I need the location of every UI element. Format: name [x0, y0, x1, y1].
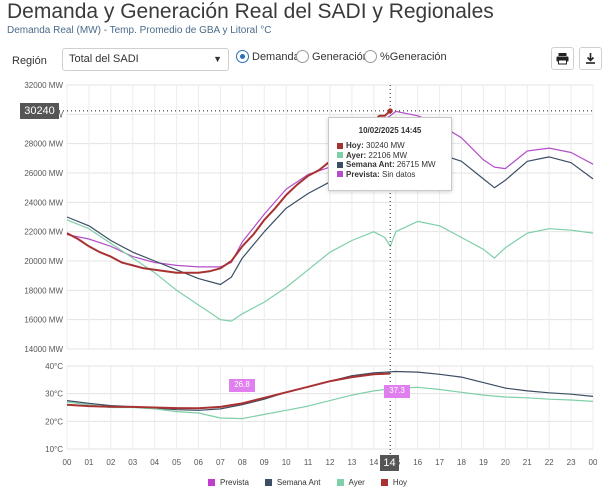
- demand-y-tick-label: 22000 MW: [24, 228, 63, 237]
- download-button[interactable]: [579, 47, 602, 70]
- tooltip-row-ayer: Ayer: 22106 MW: [337, 151, 443, 161]
- legend-item-prevista[interactable]: Prevista: [208, 478, 249, 487]
- radio-generacion-circle[interactable]: [296, 50, 309, 63]
- demand-y-tick-label: 16000 MW: [24, 316, 63, 325]
- region-label: Región: [12, 55, 47, 67]
- x-tick-label: 13: [347, 458, 356, 467]
- x-tick-label: 19: [479, 458, 488, 467]
- tooltip-value-semana-ant: 26715 MW: [396, 160, 436, 170]
- demand-y-tick-label: 20000 MW: [24, 257, 63, 266]
- print-icon: [556, 53, 569, 65]
- temp-flag-hoy: 37.3: [384, 385, 410, 398]
- x-tick-label: 21: [523, 458, 532, 467]
- tooltip-swatch-hoy: [337, 142, 343, 149]
- x-tick-label: 20: [501, 458, 510, 467]
- legend-label-prevista: Prevista: [220, 478, 249, 487]
- tooltip-title: 10/02/2025 14:45: [358, 126, 422, 135]
- legend-label-semana-ant: Semana Ant: [276, 478, 321, 487]
- x-tick-label: 03: [128, 458, 137, 467]
- radio-demanda-label: Demanda: [252, 50, 300, 63]
- demand-y-tick-label: 14000 MW: [24, 345, 63, 354]
- print-button[interactable]: [551, 47, 574, 70]
- legend-label-hoy: Hoy: [392, 478, 408, 487]
- temp-y-tick-label: 40°C: [45, 362, 63, 371]
- legend-swatch-prevista: [208, 479, 215, 486]
- region-select[interactable]: Total del SADI ▼: [62, 48, 229, 71]
- radio-generacion-label: Generación: [312, 50, 369, 63]
- tooltip-swatch-prevista: [337, 171, 343, 178]
- page-subtitle: Demanda Real (MW) - Temp. Promedio de GB…: [7, 25, 272, 36]
- tooltip-value-prevista: Sin datos: [382, 169, 416, 179]
- temp-flag-prevista: 26.8: [229, 379, 255, 392]
- legend-item-hoy[interactable]: Hoy: [380, 478, 408, 487]
- temp-y-tick-label: 30°C: [45, 390, 63, 399]
- tooltip-label-hoy: Hoy:: [346, 141, 364, 151]
- temp-y-tick-label: 20°C: [45, 417, 63, 426]
- x-tick-label: 04: [150, 458, 159, 467]
- chevron-down-icon: ▼: [213, 54, 222, 64]
- x-tick-label: 23: [567, 458, 576, 467]
- temp-series-ayer: [66, 386, 594, 420]
- tooltip-value-ayer: 22106 MW: [368, 150, 408, 160]
- x-tick-label: 00: [63, 458, 72, 467]
- legend-swatch-semana-ant: [264, 479, 272, 486]
- x-tick-label: 08: [238, 458, 247, 467]
- temp-series-hoy: [66, 372, 391, 410]
- legend-item-ayer[interactable]: Ayer: [336, 478, 365, 487]
- demand-y-tick-label: 28000 MW: [24, 140, 63, 149]
- radio-porcentaje-generacion[interactable]: %Generación: [364, 50, 447, 63]
- download-icon: [586, 53, 595, 64]
- legend-swatch-hoy: [380, 479, 388, 486]
- chart-tooltip: 10/02/2025 14:45 Hoy: 30240 MW Ayer: 221…: [328, 117, 452, 191]
- crosshair-point: [387, 108, 393, 114]
- x-tick-label: 01: [84, 458, 93, 467]
- tooltip-label-ayer: Ayer:: [346, 150, 367, 160]
- page-title: Demanda y Generación Real del SADI y Reg…: [7, 0, 494, 23]
- demand-series-ayer: [66, 219, 594, 322]
- legend-swatch-ayer: [336, 479, 344, 486]
- crosshair-x-label: 14: [380, 455, 399, 471]
- x-tick-label: 10: [282, 458, 291, 467]
- crosshair-y-label: 30240: [20, 103, 59, 119]
- x-tick-label: 12: [326, 458, 335, 467]
- demand-y-tick-label: 32000 MW: [24, 81, 63, 90]
- tooltip-label-prevista: Prevista:: [346, 169, 380, 179]
- x-tick-label: 14: [369, 458, 378, 467]
- demand-y-tick-label: 24000 MW: [24, 198, 63, 207]
- legend-item-semana-ant[interactable]: Semana Ant: [264, 478, 321, 487]
- x-tick-label: 05: [172, 458, 181, 467]
- demand-y-tick-label: 26000 MW: [24, 169, 63, 178]
- radio-porcentaje-generacion-circle[interactable]: [364, 50, 377, 63]
- demand-y-tick-label: 18000 MW: [24, 286, 63, 295]
- x-tick-label: 09: [260, 458, 269, 467]
- x-tick-label: 06: [194, 458, 203, 467]
- radio-porcentaje-generacion-label: %Generación: [380, 50, 447, 63]
- region-select-value: Total del SADI: [69, 53, 139, 65]
- radio-demanda[interactable]: Demanda: [236, 50, 300, 63]
- tooltip-value-hoy: 30240 MW: [366, 141, 405, 151]
- tooltip-row-hoy: Hoy: 30240 MW: [337, 141, 443, 151]
- x-tick-label: 11: [304, 458, 313, 467]
- x-tick-label: 17: [435, 458, 444, 467]
- x-tick-label: 00: [589, 458, 598, 467]
- x-tick-label: 16: [413, 458, 422, 467]
- x-tick-label: 02: [106, 458, 115, 467]
- x-tick-label: 18: [457, 458, 466, 467]
- temp-y-tick-label: 10°C: [45, 445, 63, 454]
- tooltip-swatch-ayer: [337, 152, 343, 159]
- tooltip-row-prevista: Prevista: Sin datos: [337, 170, 443, 180]
- tooltip-swatch-semana-ant: [337, 161, 343, 168]
- chart-legend: Prevista Semana Ant Ayer Hoy: [208, 478, 423, 487]
- x-tick-label: 22: [545, 458, 554, 467]
- legend-label-ayer: Ayer: [348, 478, 365, 487]
- tooltip-row-semana-ant: Semana Ant: 26715 MW: [337, 160, 443, 170]
- tooltip-label-semana-ant: Semana Ant:: [346, 160, 395, 170]
- x-tick-label: 07: [216, 458, 225, 467]
- radio-generacion[interactable]: Generación: [296, 50, 369, 63]
- radio-demanda-circle[interactable]: [236, 50, 249, 63]
